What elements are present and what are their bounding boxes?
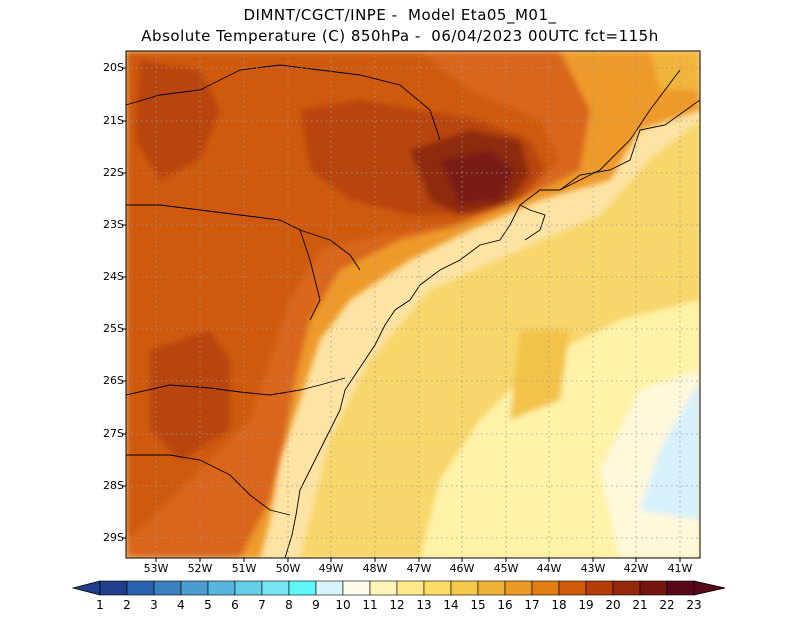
lon-label: 52W [187, 562, 213, 575]
colorbar-swatch [585, 580, 614, 596]
lon-label: 49W [318, 562, 344, 575]
colorbar-label: 18 [551, 598, 567, 612]
colorbar-swatch [639, 580, 668, 596]
lon-label: 43W [580, 562, 606, 575]
lat-label: 20S [103, 61, 124, 74]
colorbar-swatch [423, 580, 452, 596]
lat-label: 21S [103, 114, 124, 127]
colorbar-swatch [612, 580, 641, 596]
lon-label: 44W [536, 562, 562, 575]
colorbar-label: 15 [470, 598, 486, 612]
map-title-line-1: DIMNT/CGCT/INPE - Model Eta05_M01_ [243, 6, 557, 24]
lat-lon-grid [126, 51, 700, 558]
colorbar-label: 23 [686, 598, 702, 612]
colorbar-label: 2 [123, 598, 131, 612]
lat-label: 29S [103, 531, 124, 544]
lon-label: 46W [449, 562, 475, 575]
colorbar-label: 7 [258, 598, 266, 612]
lon-label: 48W [362, 562, 388, 575]
colorbar-label: 17 [524, 598, 540, 612]
colorbar-label: 20 [605, 598, 621, 612]
colorbar-swatch [180, 580, 209, 596]
lat-label: 25S [103, 322, 124, 335]
lon-label: 50W [275, 562, 301, 575]
colorbar-label: 11 [362, 598, 378, 612]
colorbar-label: 22 [659, 598, 675, 612]
lat-label: 28S [103, 479, 124, 492]
colorbar-swatch [531, 580, 560, 596]
colorbar-swatch [558, 580, 587, 596]
temperature-field [126, 51, 700, 558]
axis-ticks [122, 67, 681, 562]
map-title-line-2: Absolute Temperature (C) 850hPa - 06/04/… [141, 27, 659, 45]
colorbar-low-arrow [71, 580, 101, 596]
colorbar-swatch [207, 580, 236, 596]
colorbar-label: 14 [443, 598, 459, 612]
colorbar-swatch [396, 580, 425, 596]
colorbar-label: 10 [335, 598, 351, 612]
colorbar-high-arrow [693, 580, 726, 596]
colorbar-label: 21 [632, 598, 648, 612]
colorbar-swatch [99, 580, 128, 596]
lon-label: 45W [493, 562, 519, 575]
lon-label: 42W [623, 562, 649, 575]
colorbar-swatch [477, 580, 506, 596]
lat-label: 27S [103, 427, 124, 440]
lat-label: 23S [103, 218, 124, 231]
lat-label: 24S [103, 270, 124, 283]
colorbar-label: 5 [204, 598, 212, 612]
colorbar-swatch [504, 580, 533, 596]
colorbar-label: 6 [231, 598, 239, 612]
colorbar-swatch [126, 580, 155, 596]
colorbar-swatch [342, 580, 371, 596]
colorbar-swatch [450, 580, 479, 596]
lon-label: 53W [143, 562, 169, 575]
colorbar-swatch [288, 580, 317, 596]
colorbar-swatch [315, 580, 344, 596]
lon-label: 51W [231, 562, 257, 575]
colorbar-label: 8 [285, 598, 293, 612]
colorbar-label: 13 [416, 598, 432, 612]
colorbar-swatch [369, 580, 398, 596]
lon-label: 47W [406, 562, 432, 575]
colorbar-label: 19 [578, 598, 594, 612]
colorbar-swatch [234, 580, 263, 596]
map-frame [125, 50, 701, 559]
colorbar-label: 9 [312, 598, 320, 612]
colorbar-swatch [666, 580, 695, 596]
colorbar-swatch [153, 580, 182, 596]
colorbar-label: 16 [497, 598, 513, 612]
lat-label: 22S [103, 166, 124, 179]
colorbar-swatch [261, 580, 290, 596]
cold-patch [640, 380, 700, 520]
colorbar-label: 4 [177, 598, 185, 612]
colorbar-label: 3 [150, 598, 158, 612]
lon-label: 41W [667, 562, 693, 575]
hotspot-region [440, 150, 515, 205]
colorbar-label: 1 [96, 598, 104, 612]
coastline-and-borders [126, 64, 700, 558]
lat-label: 26S [103, 374, 124, 387]
colorbar-label: 12 [389, 598, 405, 612]
